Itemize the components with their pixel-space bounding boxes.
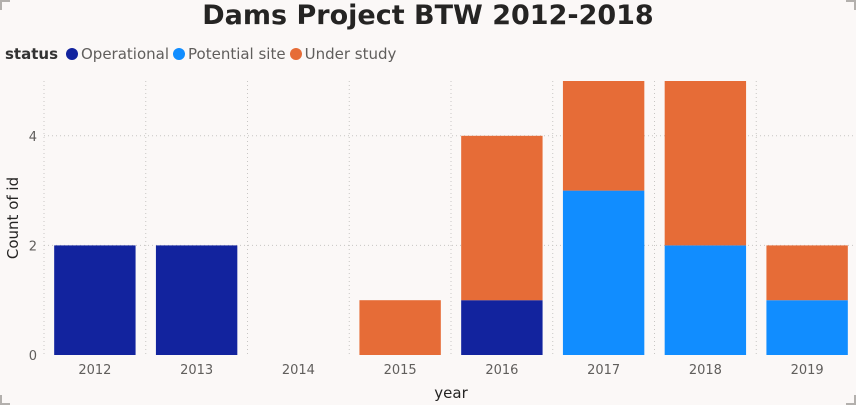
bar-potential-site-2017 [562, 190, 645, 355]
y-tick-label-0: 0 [29, 349, 37, 364]
legend-item-potential-site[interactable]: Potential site [173, 45, 286, 63]
legend-label-potential-site: Potential site [188, 45, 286, 63]
legend-title: status [5, 45, 58, 63]
legend-swatch-potential-site [173, 48, 186, 60]
x-tick-label-2019: 2019 [791, 363, 824, 378]
bar-under-study-2017 [562, 81, 645, 191]
legend-label-under-study: Under study [304, 45, 397, 63]
x-tick-label-2013: 2013 [180, 363, 213, 378]
legend: status Operational Potential site Under … [5, 44, 400, 64]
bar-under-study-2019 [766, 245, 848, 301]
bar-operational-2013 [155, 245, 238, 355]
legend-swatch-under-study [289, 48, 302, 60]
bar-operational-2012 [54, 245, 136, 355]
legend-item-operational[interactable]: Operational [66, 45, 169, 63]
x-tick-label-2014: 2014 [282, 363, 315, 378]
bar-potential-site-2018 [664, 245, 747, 355]
bar-under-study-2016 [461, 135, 543, 301]
frame-corner-top-left [0, 0, 10, 10]
x-tick-label-2016: 2016 [485, 363, 518, 378]
chart-title: Dams Project BTW 2012-2018 [202, 0, 654, 31]
x-axis-title: year [434, 384, 468, 402]
x-tick-label-2015: 2015 [384, 363, 417, 378]
legend-swatch-operational [66, 48, 78, 60]
bar-under-study-2018 [664, 81, 747, 246]
bar-under-study-2015 [359, 300, 441, 355]
x-tick-label-2012: 2012 [78, 363, 111, 378]
bar-potential-site-2019 [766, 300, 848, 355]
frame-corner-top-right [846, 0, 856, 10]
legend-label-operational: Operational [81, 45, 170, 63]
y-tick-label-4: 4 [29, 130, 37, 145]
x-tick-label-2018: 2018 [689, 363, 722, 378]
y-tick-label-2: 2 [29, 239, 37, 254]
y-axis-title: Count of id [4, 177, 22, 259]
legend-item-under-study[interactable]: Under study [289, 45, 397, 63]
x-tick-label-2017: 2017 [587, 363, 620, 378]
bar-operational-2016 [461, 300, 543, 355]
frame-corner-bottom-left [0, 395, 10, 405]
frame-corner-bottom-right [846, 395, 856, 405]
